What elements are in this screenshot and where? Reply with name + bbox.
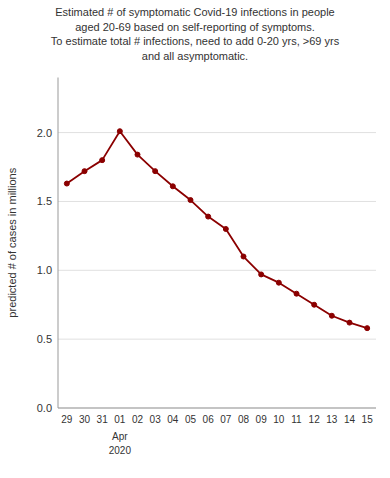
title-line: and all asymptomatic. (142, 50, 248, 62)
x-tick-label: 08 (238, 414, 250, 425)
marker (294, 291, 299, 296)
x-tick-label: 04 (167, 414, 179, 425)
marker (276, 280, 281, 285)
plot (64, 129, 369, 331)
y-tick-label: 1.0 (37, 264, 52, 276)
x-tick-label: 09 (256, 414, 268, 425)
marker (329, 313, 334, 318)
marker (241, 254, 246, 259)
grid-line (58, 408, 376, 409)
x-tick-label: 12 (309, 414, 321, 425)
marker (347, 320, 352, 325)
y-tick-label: 0.5 (37, 333, 52, 345)
annotation: 2020 (109, 445, 132, 456)
x-tick-label: 05 (185, 414, 197, 425)
x-tick-label: 15 (362, 414, 374, 425)
x-axis-line (58, 408, 376, 409)
x-tick-label: 14 (344, 414, 356, 425)
x-tick-label: 31 (97, 414, 109, 425)
x-tick-label: 01 (114, 414, 126, 425)
marker (206, 214, 211, 219)
marker (82, 169, 87, 174)
grid-line (58, 201, 376, 202)
x-tick-label: 06 (203, 414, 215, 425)
x-tick-label: 07 (220, 414, 232, 425)
marker (135, 152, 140, 157)
x-tick-label: 10 (273, 414, 285, 425)
marker (259, 272, 264, 277)
x-axis: 29 30 31 01 02 03 04 05 06 07 08 09 10 11 12 13 14 15 (61, 414, 373, 425)
chart: Estimated # of symptomatic Covid-19 infe… (0, 0, 390, 478)
marker (223, 226, 228, 231)
line (67, 131, 367, 328)
grid-line (58, 270, 376, 271)
annotation: Apr (112, 431, 128, 442)
marker (312, 302, 317, 307)
title-line: To estimate total # infections, need to … (51, 35, 340, 47)
y-tick-label: 2.0 (37, 127, 52, 139)
title: Estimated # of symptomatic Covid-19 infe… (51, 6, 340, 62)
x-tick-label: 29 (61, 414, 73, 425)
grid-line (58, 339, 376, 340)
x-tick-label: 30 (79, 414, 91, 425)
grid-line (58, 132, 376, 133)
y-tick-label: 1.5 (37, 195, 52, 207)
marker (188, 198, 193, 203)
title-line: aged 20-69 based on self-reporting of sy… (75, 21, 315, 33)
x-tick-label: 11 (291, 414, 302, 425)
marker (365, 326, 370, 331)
x-tick-label: 03 (150, 414, 162, 425)
marker (170, 184, 175, 189)
y-axis: 0.0 0.5 1.0 1.5 2.0 (37, 127, 376, 414)
x-tick-label: 13 (326, 414, 338, 425)
y-axis-line (58, 78, 59, 409)
y-axis-label: predicted # of cases in millions (6, 167, 18, 317)
marker (64, 181, 69, 186)
marker (100, 158, 105, 163)
marker (153, 169, 158, 174)
y-tick-label: 0.0 (37, 402, 52, 414)
x-tick-label: 02 (132, 414, 144, 425)
title-line: Estimated # of symptomatic Covid-19 infe… (55, 6, 334, 18)
marker (117, 129, 122, 134)
